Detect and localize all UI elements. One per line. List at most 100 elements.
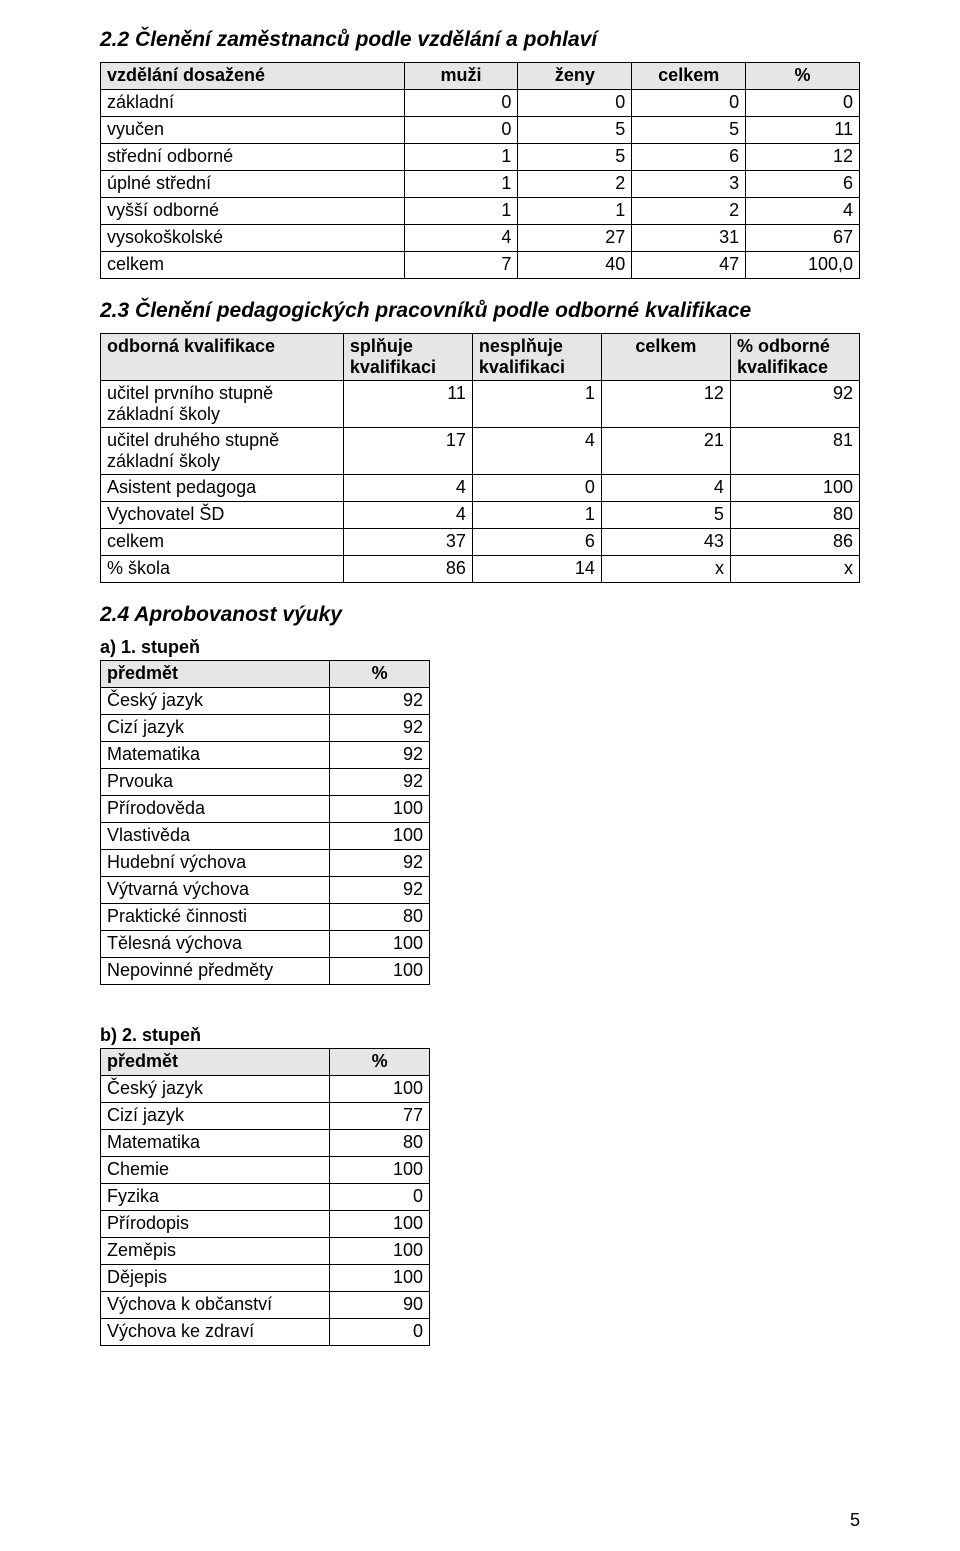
table-row: Matematika80 xyxy=(101,1130,430,1157)
cell: 67 xyxy=(746,225,860,252)
cell: 100 xyxy=(330,1265,430,1292)
cell: 0 xyxy=(518,90,632,117)
table-row: Výtvarná výchova92 xyxy=(101,877,430,904)
col-header: splňuje kvalifikaci xyxy=(343,334,472,381)
col-header: % xyxy=(746,63,860,90)
cell: 0 xyxy=(404,90,518,117)
cell: 4 xyxy=(343,475,472,502)
section-2-3-title: 2.3 Členění pedagogických pracovníků pod… xyxy=(100,299,860,323)
cell: 4 xyxy=(746,198,860,225)
table-row: Nepovinné předměty100 xyxy=(101,958,430,985)
cell: Zeměpis xyxy=(101,1238,330,1265)
cell: 100 xyxy=(330,1076,430,1103)
table-row: střední odborné15612 xyxy=(101,144,860,171)
table-row: Vychovatel ŠD41580 xyxy=(101,502,860,529)
table-row: úplné střední1236 xyxy=(101,171,860,198)
cell: 6 xyxy=(472,529,601,556)
col-header: předmět xyxy=(101,661,330,688)
table-row: Fyzika0 xyxy=(101,1184,430,1211)
cell: 0 xyxy=(472,475,601,502)
table-row: vyučen05511 xyxy=(101,117,860,144)
cell: 40 xyxy=(518,252,632,279)
col-header: muži xyxy=(404,63,518,90)
cell: 11 xyxy=(746,117,860,144)
section-2-2-title: 2.2 Členění zaměstnanců podle vzdělání a… xyxy=(100,28,860,52)
table-row: Chemie100 xyxy=(101,1157,430,1184)
cell: 100 xyxy=(330,823,430,850)
cell: 5 xyxy=(632,117,746,144)
table-row: Dějepis100 xyxy=(101,1265,430,1292)
cell: Dějepis xyxy=(101,1265,330,1292)
cell: 5 xyxy=(518,117,632,144)
table-row: Hudební výchova92 xyxy=(101,850,430,877)
cell: 92 xyxy=(330,742,430,769)
cell: Výchova k občanství xyxy=(101,1292,330,1319)
table-row: Výchova k občanství90 xyxy=(101,1292,430,1319)
cell: celkem xyxy=(101,252,405,279)
table-row: odborná kvalifikace splňuje kvalifikaci … xyxy=(101,334,860,381)
col-header: % xyxy=(330,1049,430,1076)
cell: učitel prvního stupně základní školy xyxy=(101,381,344,428)
cell: 0 xyxy=(632,90,746,117)
col-header: % xyxy=(330,661,430,688)
cell: 80 xyxy=(330,1130,430,1157)
cell: 37 xyxy=(343,529,472,556)
col-header: % odborné kvalifikace xyxy=(730,334,859,381)
table-2-3: odborná kvalifikace splňuje kvalifikaci … xyxy=(100,333,860,583)
table-row: předmět % xyxy=(101,1049,430,1076)
cell: 0 xyxy=(746,90,860,117)
table-row: celkem74047100,0 xyxy=(101,252,860,279)
cell: 4 xyxy=(472,428,601,475)
table-row: Cizí jazyk92 xyxy=(101,715,430,742)
cell: % škola xyxy=(101,556,344,583)
cell: Praktické činnosti xyxy=(101,904,330,931)
cell: 81 xyxy=(730,428,859,475)
table-row: Matematika92 xyxy=(101,742,430,769)
cell: 2 xyxy=(632,198,746,225)
cell: Fyzika xyxy=(101,1184,330,1211)
table-row: vysokoškolské4273167 xyxy=(101,225,860,252)
cell: 90 xyxy=(330,1292,430,1319)
table-row: % škola8614xx xyxy=(101,556,860,583)
cell: Výtvarná výchova xyxy=(101,877,330,904)
cell: 4 xyxy=(404,225,518,252)
table-row: Prvouka92 xyxy=(101,769,430,796)
cell: 3 xyxy=(632,171,746,198)
cell: 100 xyxy=(330,796,430,823)
cell: 17 xyxy=(343,428,472,475)
table-row: Tělesná výchova100 xyxy=(101,931,430,958)
cell: x xyxy=(730,556,859,583)
cell: celkem xyxy=(101,529,344,556)
cell: Přírodopis xyxy=(101,1211,330,1238)
cell: Matematika xyxy=(101,1130,330,1157)
cell: 1 xyxy=(472,381,601,428)
col-header: vzdělání dosažené xyxy=(101,63,405,90)
cell: 86 xyxy=(343,556,472,583)
cell: 77 xyxy=(330,1103,430,1130)
cell: 80 xyxy=(330,904,430,931)
cell: 1 xyxy=(404,171,518,198)
subsection-b-label: b) 2. stupeň xyxy=(100,1025,860,1046)
cell: 100 xyxy=(730,475,859,502)
cell: 92 xyxy=(330,688,430,715)
col-header: nesplňuje kvalifikaci xyxy=(472,334,601,381)
cell: Nepovinné předměty xyxy=(101,958,330,985)
cell: 92 xyxy=(330,877,430,904)
cell: 1 xyxy=(404,144,518,171)
col-header: předmět xyxy=(101,1049,330,1076)
cell: 1 xyxy=(518,198,632,225)
col-header: celkem xyxy=(601,334,730,381)
cell: 5 xyxy=(518,144,632,171)
cell: vyučen xyxy=(101,117,405,144)
table-2-4-a: předmět % Český jazyk92 Cizí jazyk92 Mat… xyxy=(100,660,430,985)
table-row: Přírodopis100 xyxy=(101,1211,430,1238)
table-row: Český jazyk100 xyxy=(101,1076,430,1103)
cell: 100 xyxy=(330,931,430,958)
cell: 92 xyxy=(730,381,859,428)
col-header: celkem xyxy=(632,63,746,90)
page: 2.2 Členění zaměstnanců podle vzdělání a… xyxy=(0,0,960,1551)
cell: vysokoškolské xyxy=(101,225,405,252)
cell: 1 xyxy=(404,198,518,225)
cell: 100 xyxy=(330,1238,430,1265)
table-row: předmět % xyxy=(101,661,430,688)
